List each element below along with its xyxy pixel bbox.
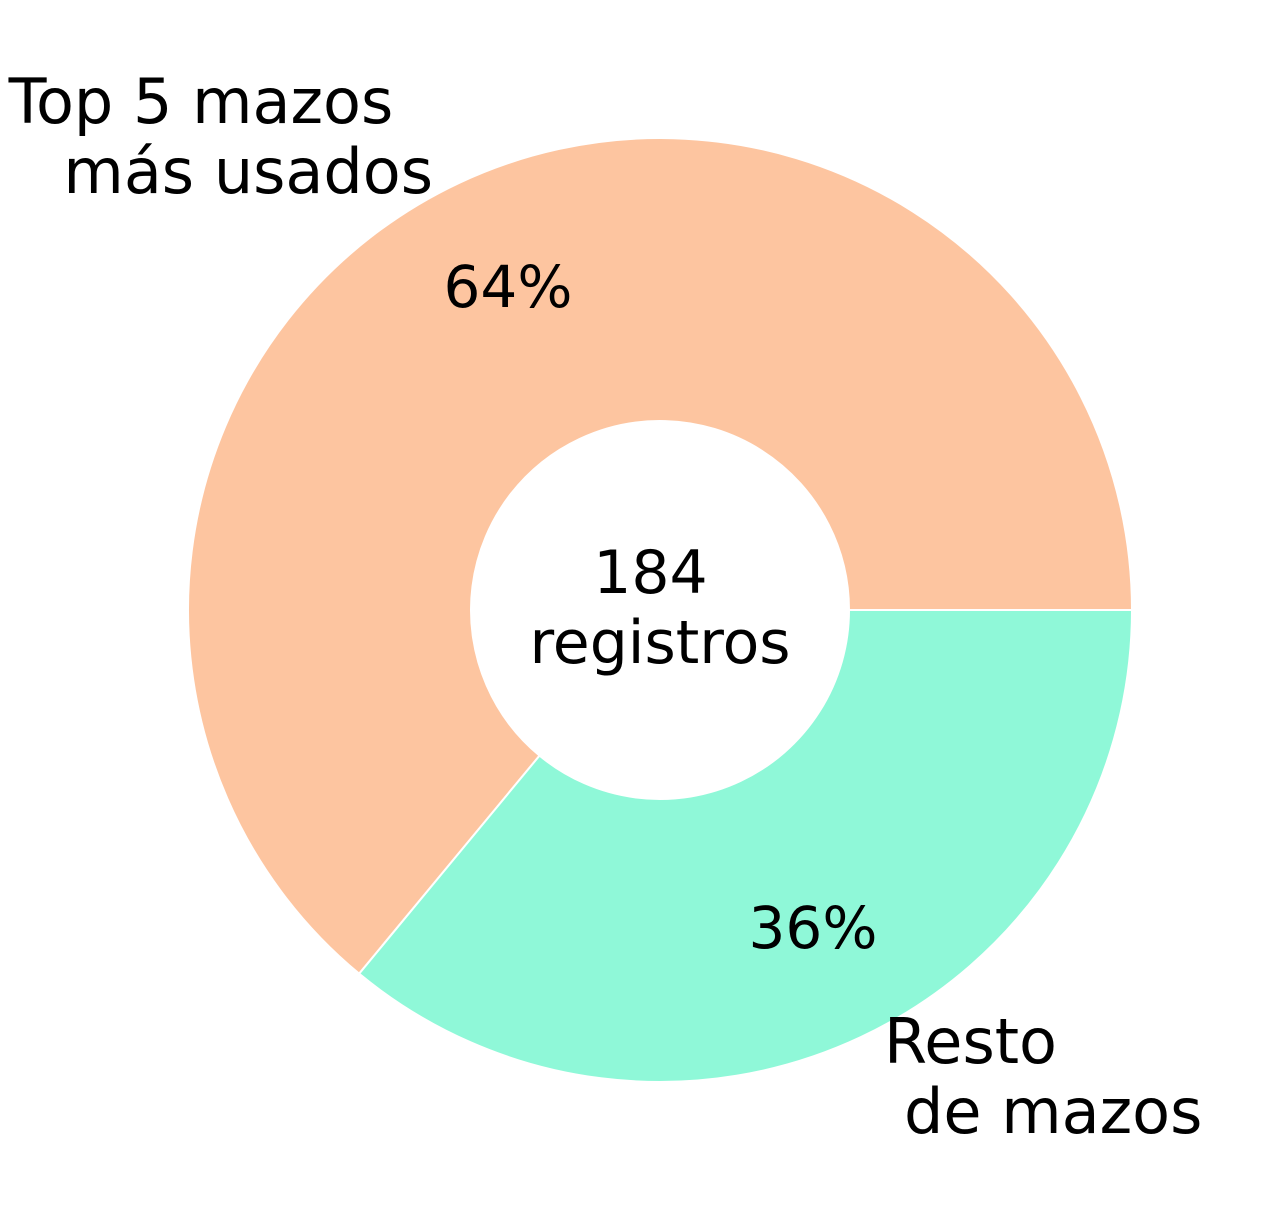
slice-resto [357, 609, 1134, 1083]
slice-label-top5: Top 5 mazos más usados [8, 65, 433, 208]
slice-label-top5-line1: Top 5 mazos [8, 65, 394, 138]
slice-top5 [187, 136, 1134, 976]
slice-label-resto-line2: de mazos [904, 1075, 1202, 1148]
slice-pct-resto: 36% [749, 894, 878, 962]
center-total: 184 registros [529, 538, 790, 678]
slice-pct-top5: 64% [444, 253, 573, 321]
slice-label-resto-line1: Resto [884, 1005, 1057, 1078]
donut-slices [187, 136, 1134, 1083]
slice-label-top5-line2: más usados [63, 135, 433, 208]
center-total-count: 184 [593, 538, 708, 608]
slice-label-resto: Resto de mazos [884, 1005, 1202, 1148]
center-total-unit: registros [529, 608, 790, 678]
